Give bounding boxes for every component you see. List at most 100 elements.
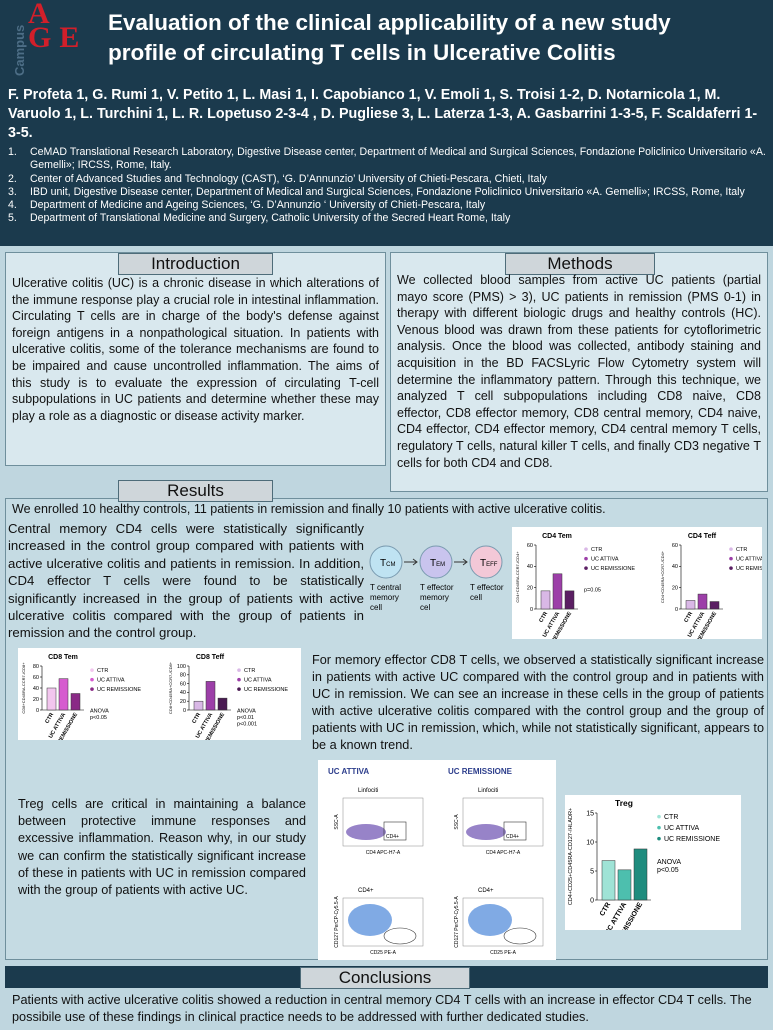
cell-label: TEM [430,558,445,569]
affiliations: 1. CeMAD Translational Research Laborator… [8,146,768,226]
header: Campus AGE Evaluation of the clinical ap… [0,0,773,246]
caption-line: T effector [420,583,454,592]
legend-label: UC ATTIVA [244,678,272,684]
gate [503,927,537,945]
y-tick-label: 15 [586,810,594,817]
chart: CD4 Teff CD4+CD45RA+CCR7-/CD4+ 0 20 40 60 CTR C… [660,533,762,639]
affiliation-number: 3. [8,185,17,198]
y-tick-label: 40 [527,564,533,570]
cell-sub: CM [386,562,395,568]
flow-label: CD127 PerCP-Cy5.5-A [454,896,460,948]
y-tick-label: 20 [527,586,533,592]
gate [503,821,527,841]
cell-cloud [348,904,392,936]
y-tick-label: 20 [33,697,39,703]
conclusions-heading: Conclusions [300,967,470,989]
flow-label: CD25 PE-A [490,950,517,956]
plot-frame [462,797,544,847]
legend-marker [237,677,241,682]
flow-label: UC ATTIVA [328,767,369,776]
authors: F. Profeta 1, G. Rumi 1, V. Petito 1, L.… [8,87,758,141]
bar [709,601,720,610]
flow-label: UC REMISSIONE [448,767,513,776]
chart-title: Treg [615,798,633,808]
chart: CD4 Tem CD4+CD45RA-CCR7-/CD4+ 0 20 40 60 CTR CT… [515,533,635,639]
y-tick-label: 0 [530,607,533,613]
chart: CD8 Teff CD8+CD45RA+CCR7-/CD8+ 0 20 40 60 80 10… [168,654,288,740]
legend-label: CTR [591,547,602,553]
legend-label: UC ATTIVA [97,678,125,684]
y-tick-label: 0 [183,708,186,714]
flow-label: Linfociti [358,788,378,794]
gate [383,927,417,945]
introduction-heading: Introduction [118,253,273,275]
affiliation: 3. IBD unit, Digestive Disease center, De… [8,186,768,199]
results-heading: Results [118,480,273,502]
results-paragraph: Treg cells are critical in maintaining a… [18,797,306,898]
legend-marker [584,566,588,570]
bar [697,593,708,610]
legend-label: UC REMISSIONE [244,687,288,693]
y-axis-label: CD8+CD45RA+CCR7-/CD8+ [168,661,173,714]
x-tick-label: CTR [44,712,55,725]
cell-main: T [380,558,386,569]
bar [633,848,648,901]
bar [540,590,551,610]
cell [469,545,503,579]
flow-label: CD4 APC-H7-A [366,850,401,856]
plot-frame [462,897,544,947]
affiliation: 4. Department of Medicine and Ageing Scie… [8,199,768,212]
cell [419,545,453,579]
flow-label: CD4+ [358,888,374,894]
bar [46,687,57,711]
y-tick-label: 0 [36,708,39,714]
flow-cytometry-figure: UC ATTIVA UC REMISSIONE Linfociti CD4+ CD4+ S… [318,760,556,960]
legend-marker [657,814,661,819]
cell-label: TCM [380,558,395,569]
bar [193,700,204,711]
bar [617,869,632,901]
legend-marker [657,825,661,830]
legend-label: CTR [244,668,255,674]
caption-line: cell [370,603,382,612]
chart: CD8 Tem CD8+CD45RA-CCR7-/CD8+ 0 20 40 60 80 CTR… [21,654,141,740]
y-tick-label: 5 [590,868,594,875]
methods-text: We collected blood samples from active U… [397,273,761,470]
chart-note: p<0.001 [237,722,257,728]
chart-note: p<0.01 [237,715,254,721]
legend-label: UC ATTIVA [736,557,762,563]
cell-sub: EFF [486,562,498,568]
y-axis-label: CD4+CD45RA+CCR7-/CD4+ [660,550,665,603]
chart-note: ANOVA [657,859,681,866]
legend-marker [584,556,588,561]
affiliation-number: 4. [8,199,17,212]
chart: Treg CD4+CD25+CD45RA-CD127-/HLADR+ 0 5 10 15 C… [568,798,720,930]
logo: AGE [28,0,88,54]
x-tick-label: CTR [683,611,694,624]
cell-label: TEFF [480,558,498,569]
y-tick-label: 100 [177,664,186,670]
y-tick-label: 0 [590,897,594,904]
y-tick-label: 0 [675,607,678,613]
affiliation-text: Department of Medicine and Ageing Scienc… [30,199,486,212]
legend-marker [729,547,733,551]
legend-label: CTR [97,668,108,674]
legend-label: UC REMISSIONE [664,836,720,843]
legend-marker [729,556,733,561]
flow-label: CD127 PerCP-Cy5.5-A [334,896,340,948]
cell-cloud [466,824,506,840]
legend-marker [90,668,94,672]
y-tick-label: 40 [33,686,39,692]
chart-note: p=0.05 [584,588,601,594]
results-lead: We enrolled 10 healthy controls, 11 pati… [12,502,606,516]
results-paragraph: For memory effector CD8 T cells, we obse… [312,653,765,752]
chart-note: ANOVA [90,709,109,715]
affiliation: 2. Center of Advanced Studies and Technol… [8,173,768,186]
affiliation-text: CeMAD Translational Research Laboratory,… [30,146,766,172]
caption-line: memory [420,593,449,602]
legend-marker [657,836,661,841]
bar [601,860,616,901]
bar [564,590,575,610]
x-tick-label: CTR [599,902,612,918]
